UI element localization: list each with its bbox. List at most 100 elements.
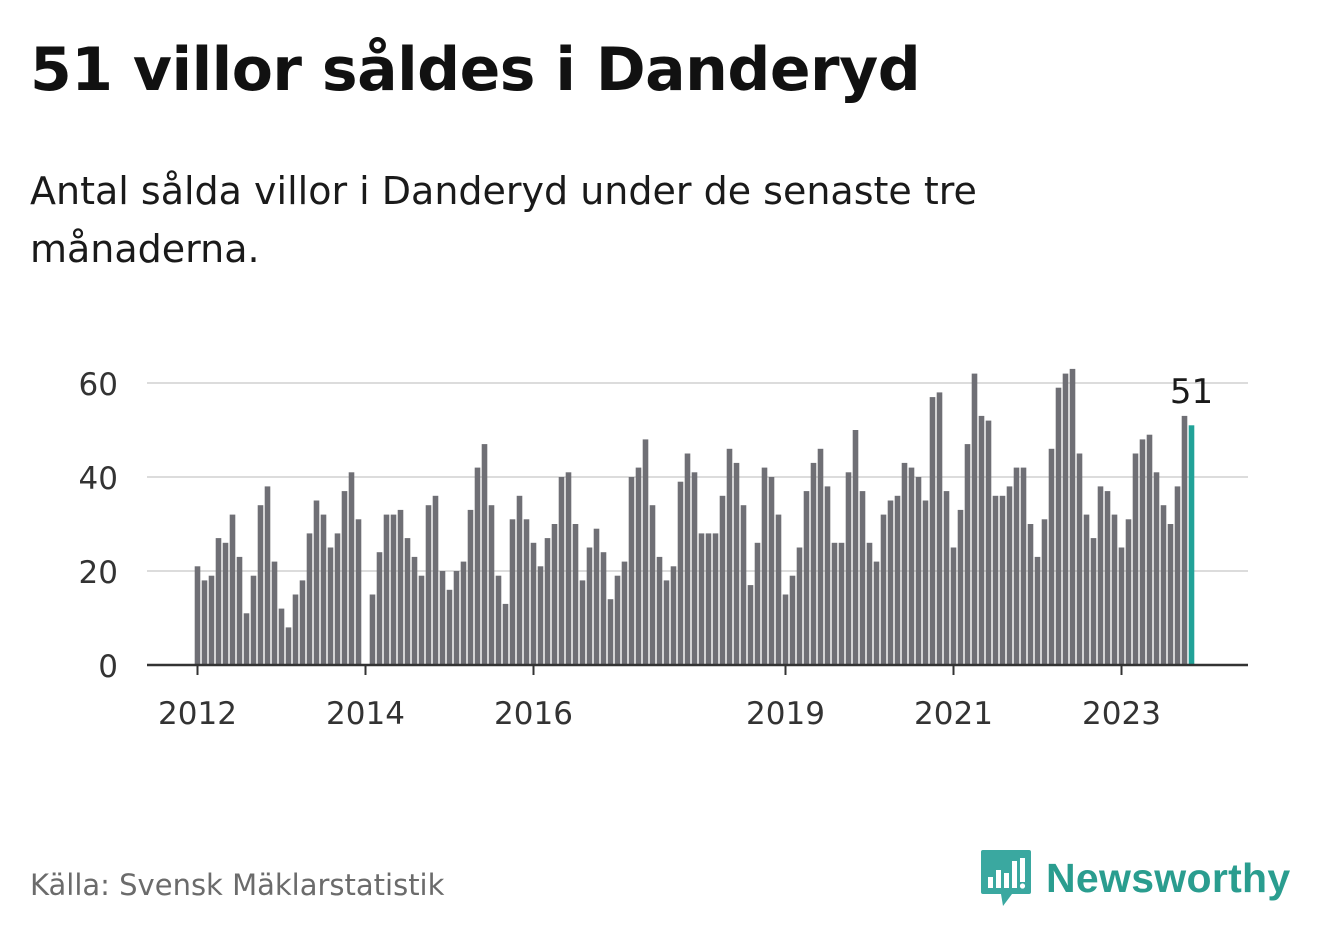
bar xyxy=(971,373,978,665)
bar xyxy=(1111,514,1118,665)
bar xyxy=(593,528,600,665)
bar xyxy=(544,538,551,665)
source-note: Källa: Svensk Mäklarstatistik xyxy=(30,868,445,902)
bar xyxy=(425,505,432,665)
bar xyxy=(1083,514,1090,665)
y-tick-label: 0 xyxy=(98,649,118,685)
bar xyxy=(334,533,341,665)
bar xyxy=(845,472,852,665)
bar xyxy=(894,495,901,665)
bar xyxy=(761,467,768,665)
bar xyxy=(649,505,656,665)
bar xyxy=(824,486,831,665)
bar xyxy=(796,547,803,665)
bar xyxy=(355,519,362,665)
bar xyxy=(460,561,467,665)
bar xyxy=(243,613,250,665)
bar xyxy=(404,538,411,665)
bar xyxy=(670,566,677,665)
bar xyxy=(663,580,670,665)
bar xyxy=(579,580,586,665)
bar xyxy=(530,542,537,665)
bar xyxy=(264,486,271,665)
bar xyxy=(747,585,754,665)
bar xyxy=(495,575,502,665)
y-tick-label: 60 xyxy=(79,367,118,403)
bar xyxy=(299,580,306,665)
bar xyxy=(1153,472,1160,665)
bar xyxy=(229,514,236,665)
bar xyxy=(621,561,628,665)
x-tick-label: 2012 xyxy=(158,696,237,732)
bar xyxy=(481,444,488,665)
bar-chart-speech-bubble-icon xyxy=(981,850,1031,906)
bar xyxy=(838,542,845,665)
bar xyxy=(285,627,292,665)
bar xyxy=(467,509,474,665)
bar xyxy=(803,491,810,665)
bar xyxy=(509,519,516,665)
brand-logo[interactable]: Newsworthy xyxy=(980,848,1291,908)
bar xyxy=(474,467,481,665)
bar xyxy=(551,524,558,665)
x-tick-label: 2016 xyxy=(494,696,573,732)
bar xyxy=(1090,538,1097,665)
bar xyxy=(600,552,607,665)
bar xyxy=(1048,448,1055,665)
brand-name: Newsworthy xyxy=(1046,854,1291,901)
bar xyxy=(1076,453,1083,665)
bar xyxy=(782,594,789,665)
bar xyxy=(1160,505,1167,665)
bar xyxy=(1097,486,1104,665)
bar xyxy=(985,420,992,665)
bar xyxy=(1020,467,1027,665)
bar xyxy=(754,542,761,665)
bar xyxy=(327,547,334,665)
bar xyxy=(887,500,894,665)
bar xyxy=(390,514,397,665)
bar xyxy=(278,608,285,665)
bar xyxy=(712,533,719,665)
bar xyxy=(740,505,747,665)
bar xyxy=(628,477,635,665)
bar xyxy=(558,477,565,665)
bar xyxy=(208,575,215,665)
bar xyxy=(1006,486,1013,665)
bar xyxy=(418,575,425,665)
bar xyxy=(292,594,299,665)
bar xyxy=(341,491,348,665)
bar xyxy=(999,495,1006,665)
bar xyxy=(1027,524,1034,665)
bar xyxy=(635,467,642,665)
bar xyxy=(1132,453,1139,665)
bar xyxy=(572,524,579,665)
bar xyxy=(684,453,691,665)
bar xyxy=(306,533,313,665)
bar xyxy=(1062,373,1069,665)
bar xyxy=(1167,524,1174,665)
bar xyxy=(810,462,817,665)
x-tick-label: 2023 xyxy=(1082,696,1161,732)
bar xyxy=(1125,519,1132,665)
bar xyxy=(1055,387,1062,665)
bar xyxy=(992,495,999,665)
bar xyxy=(922,500,929,665)
bar xyxy=(726,448,733,665)
bar xyxy=(1069,368,1076,665)
y-tick-label: 20 xyxy=(79,555,118,591)
bar xyxy=(691,472,698,665)
bar xyxy=(873,561,880,665)
bar xyxy=(411,556,418,665)
bar xyxy=(1146,434,1153,665)
bar xyxy=(397,509,404,665)
bar xyxy=(866,542,873,665)
bar xyxy=(768,477,775,665)
bar-chart: 0 20 40 60 2012 2014 2016 2019 2021 2023 51 xyxy=(79,367,1248,732)
bar xyxy=(901,462,908,665)
bar xyxy=(733,462,740,665)
x-tick-label: 2021 xyxy=(914,696,993,732)
bar xyxy=(1118,547,1125,665)
bar xyxy=(1139,439,1146,665)
bar xyxy=(831,542,838,665)
bar xyxy=(614,575,621,665)
